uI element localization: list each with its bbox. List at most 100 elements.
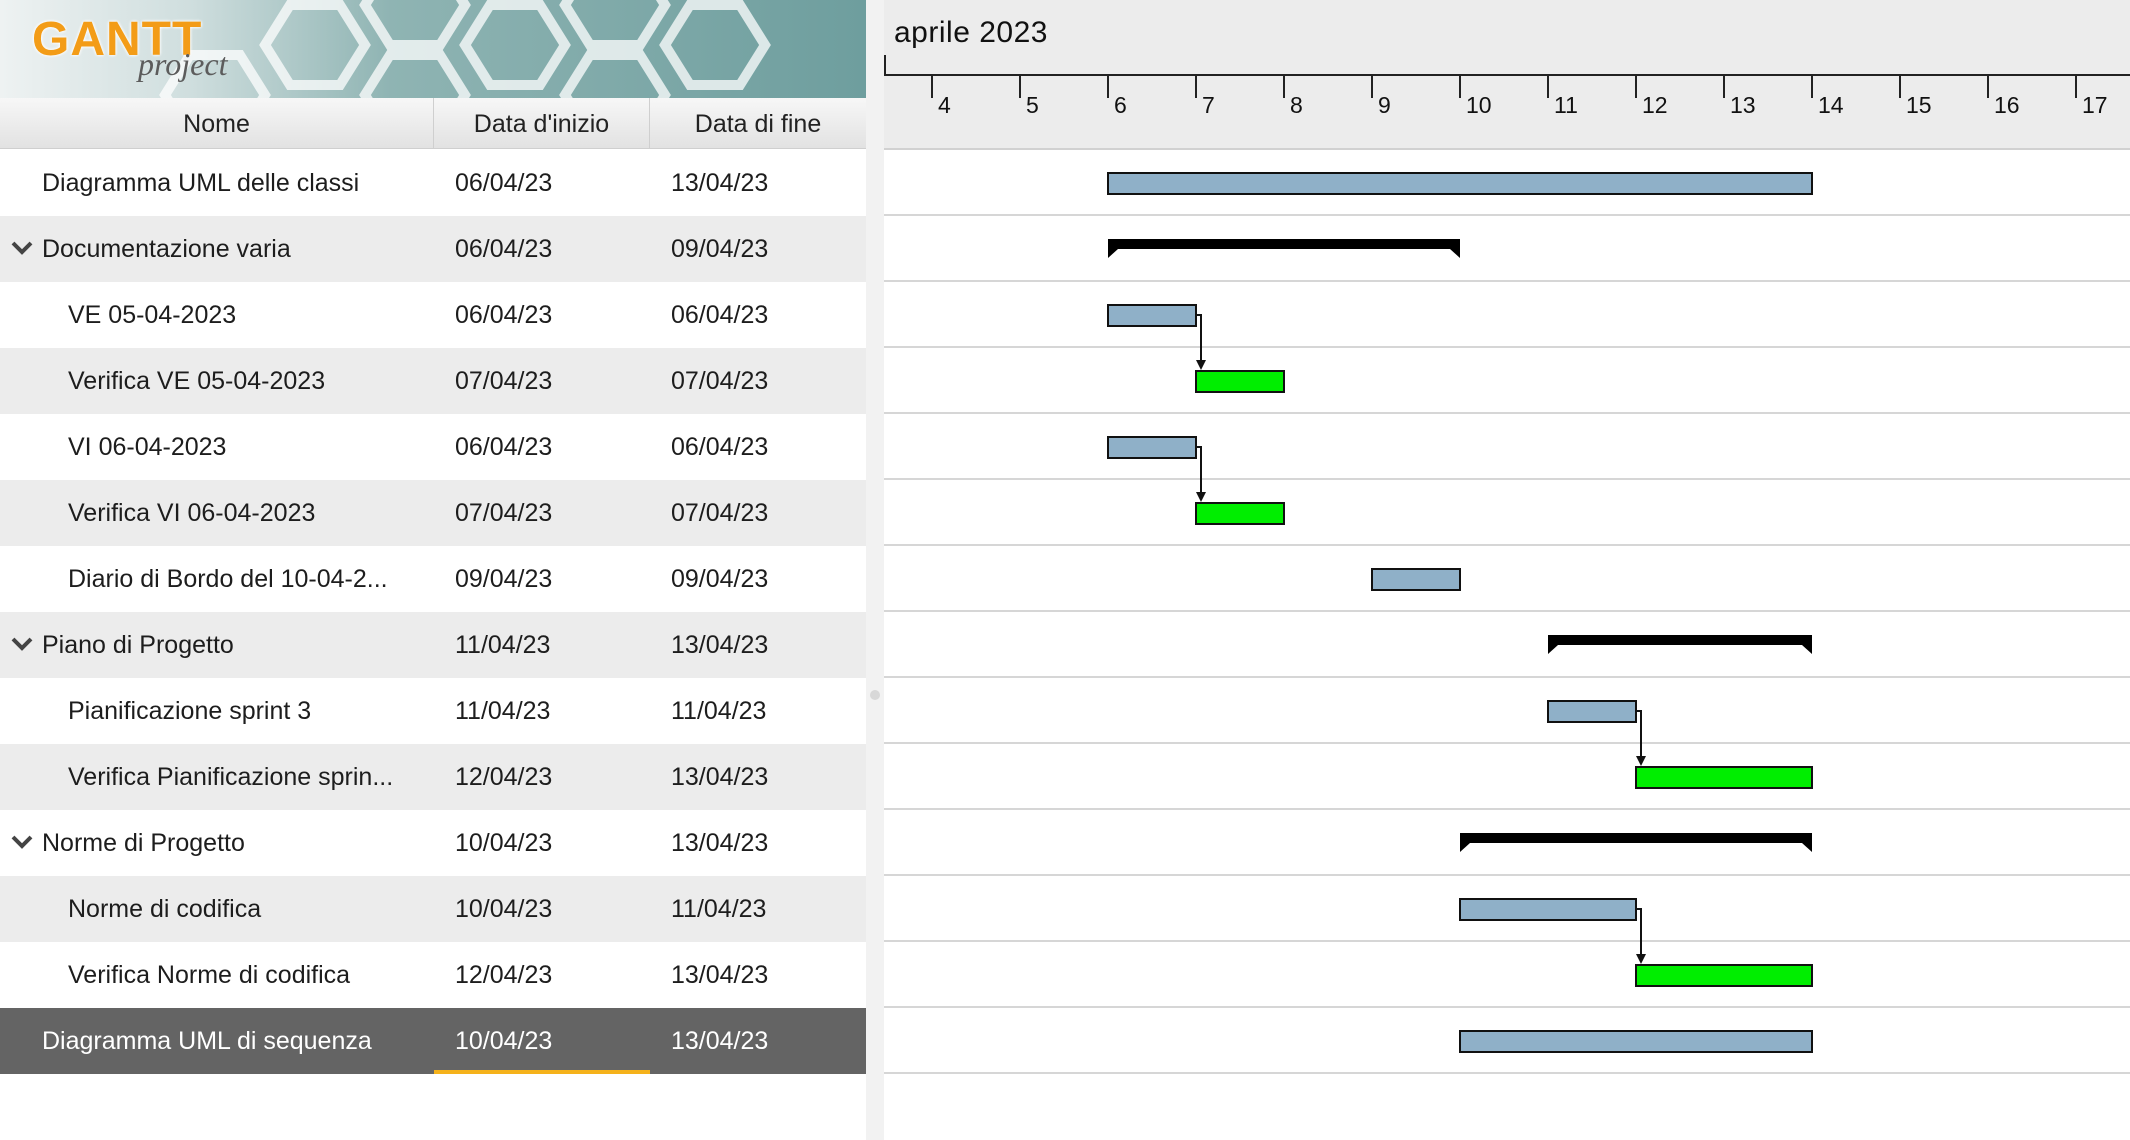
task-bar[interactable] xyxy=(1107,436,1197,459)
task-start-date: 11/04/23 xyxy=(455,631,551,659)
task-bar[interactable] xyxy=(1371,568,1461,591)
day-label: 16 xyxy=(1994,92,2020,118)
task-bar[interactable] xyxy=(1459,1030,1813,1053)
column-header-name[interactable]: Nome xyxy=(0,98,434,148)
day-label: 10 xyxy=(1466,92,1492,118)
task-start-date: 10/04/23 xyxy=(455,895,553,923)
task-name: Verifica VE 05-04-2023 xyxy=(68,367,326,395)
task-row[interactable]: VE 05-04-2023 06/04/23 06/04/23 xyxy=(0,282,866,348)
task-row[interactable]: Verifica Pianificazione sprin... 12/04/23… xyxy=(0,744,866,810)
verification-task-bar[interactable] xyxy=(1635,964,1813,987)
timeline-month: aprile 2023 xyxy=(894,16,1048,49)
task-name: Diagramma UML di sequenza xyxy=(42,1027,372,1055)
task-end-date: 07/04/23 xyxy=(671,499,769,527)
task-row[interactable]: Norme di Progetto 10/04/23 13/04/23 xyxy=(0,810,866,876)
task-end-date: 11/04/23 xyxy=(671,895,767,923)
task-row[interactable]: Diario di Bordo del 10-04-2... 09/04/23 09… xyxy=(0,546,866,612)
task-start-date: 07/04/23 xyxy=(455,499,553,527)
task-name: VI 06-04-2023 xyxy=(68,433,227,461)
task-start-date: 10/04/23 xyxy=(455,829,553,857)
arrowhead xyxy=(1196,360,1206,370)
chevron-down-icon[interactable] xyxy=(10,830,34,854)
day-label: 4 xyxy=(938,92,951,118)
task-bar[interactable] xyxy=(1107,304,1197,327)
gantt-canvas[interactable]: 4 5 6 7 8 9 10 11 12 13 14 15 16 17 xyxy=(884,0,2130,1140)
task-row[interactable]: Documentazione varia 06/04/23 09/04/23 xyxy=(0,216,866,282)
day-label: 15 xyxy=(1906,92,1932,118)
task-start-date: 06/04/23 xyxy=(455,433,553,461)
task-end-date: 13/04/23 xyxy=(671,763,769,791)
task-start-date: 06/04/23 xyxy=(455,301,553,329)
arrowhead xyxy=(1636,756,1646,766)
verification-task-bar[interactable] xyxy=(1195,370,1285,393)
column-header-end[interactable]: Data di fine xyxy=(694,110,822,138)
task-row[interactable]: Norme di codifica 10/04/23 11/04/23 xyxy=(0,876,866,942)
arrowhead xyxy=(1196,492,1206,502)
task-row[interactable]: Verifica VI 06-04-2023 07/04/23 07/04/23 xyxy=(0,480,866,546)
day-label: 7 xyxy=(1202,92,1215,118)
task-name: Verifica VI 06-04-2023 xyxy=(68,499,316,527)
task-end-date: 09/04/23 xyxy=(671,235,769,263)
task-name: Verifica Norme di codifica xyxy=(68,961,351,989)
ganttproject-logo: GANTT project xyxy=(0,0,866,98)
task-end-date: 13/04/23 xyxy=(671,829,769,857)
task-bar[interactable] xyxy=(1459,898,1637,921)
summary-bar[interactable] xyxy=(1108,239,1460,258)
task-name: Norme di Progetto xyxy=(42,829,245,857)
day-label: 8 xyxy=(1290,92,1303,118)
dependency-arrow xyxy=(1196,314,1202,362)
dependency-arrow xyxy=(1636,908,1642,956)
logo-gantt-text: GANTT xyxy=(32,13,203,66)
task-name: Norme di codifica xyxy=(68,895,262,923)
task-end-date: 11/04/23 xyxy=(671,697,767,725)
summary-bar[interactable] xyxy=(1548,635,1812,654)
chevron-down-icon[interactable] xyxy=(10,632,34,656)
day-label: 12 xyxy=(1642,92,1668,118)
splitter[interactable] xyxy=(866,0,884,1140)
task-row[interactable]: Pianificazione sprint 3 11/04/23 11/04/23 xyxy=(0,678,866,744)
task-start-date: 11/04/23 xyxy=(455,697,551,725)
day-label: 9 xyxy=(1378,92,1391,118)
day-label: 6 xyxy=(1114,92,1127,118)
task-name: Diario di Bordo del 10-04-2... xyxy=(68,565,388,593)
task-row[interactable]: Verifica VE 05-04-2023 07/04/23 07/04/23 xyxy=(0,348,866,414)
task-row[interactable]: Diagramma UML di sequenza 10/04/23 13/04/2… xyxy=(0,1008,866,1074)
task-end-date: 09/04/23 xyxy=(671,565,769,593)
task-name: Piano di Progetto xyxy=(42,631,234,659)
chevron-down-icon[interactable] xyxy=(10,236,34,260)
summary-bar[interactable] xyxy=(1460,833,1812,852)
splitter-handle[interactable] xyxy=(870,690,880,700)
task-start-date: 12/04/23 xyxy=(455,961,553,989)
day-label: 17 xyxy=(2082,92,2108,118)
task-row[interactable]: Piano di Progetto 11/04/23 13/04/23 xyxy=(0,612,866,678)
gantt-chart: aprile 2023 4 5 6 7 8 9 10 11 12 13 14 15 16 17 xyxy=(884,0,2130,1140)
dependency-arrow xyxy=(1196,446,1202,494)
task-end-date: 06/04/23 xyxy=(671,301,769,329)
task-row[interactable]: VI 06-04-2023 06/04/23 06/04/23 xyxy=(0,414,866,480)
selection-indicator xyxy=(434,1070,650,1074)
task-name: VE 05-04-2023 xyxy=(68,301,237,329)
day-label: 14 xyxy=(1818,92,1844,118)
task-row[interactable]: Verifica Norme di codifica 12/04/23 13/04/… xyxy=(0,942,866,1008)
task-start-date: 09/04/23 xyxy=(455,565,553,593)
task-table-panel: GANTT project Nome Data d'inizio Data di… xyxy=(0,0,866,1140)
task-end-date: 13/04/23 xyxy=(671,1027,769,1055)
task-end-date: 06/04/23 xyxy=(671,433,769,461)
task-name: Documentazione varia xyxy=(42,235,291,263)
hexagon-pattern xyxy=(159,0,771,98)
task-end-date: 13/04/23 xyxy=(671,169,769,197)
day-label: 11 xyxy=(1554,92,1578,118)
task-bar[interactable] xyxy=(1547,700,1637,723)
day-label: 13 xyxy=(1730,92,1756,118)
logo-project-text: project xyxy=(138,46,228,82)
column-header-start[interactable]: Data d'inizio xyxy=(434,98,650,148)
task-name: Pianificazione sprint 3 xyxy=(68,697,312,725)
verification-task-bar[interactable] xyxy=(1195,502,1285,525)
verification-task-bar[interactable] xyxy=(1635,766,1813,789)
day-label: 5 xyxy=(1026,92,1039,118)
task-name: Diagramma UML delle classi xyxy=(42,169,360,197)
task-end-date: 07/04/23 xyxy=(671,367,769,395)
task-bar[interactable] xyxy=(1107,172,1813,195)
task-start-date: 07/04/23 xyxy=(455,367,553,395)
task-row[interactable]: Diagramma UML delle classi 06/04/23 13/04/… xyxy=(0,150,866,216)
